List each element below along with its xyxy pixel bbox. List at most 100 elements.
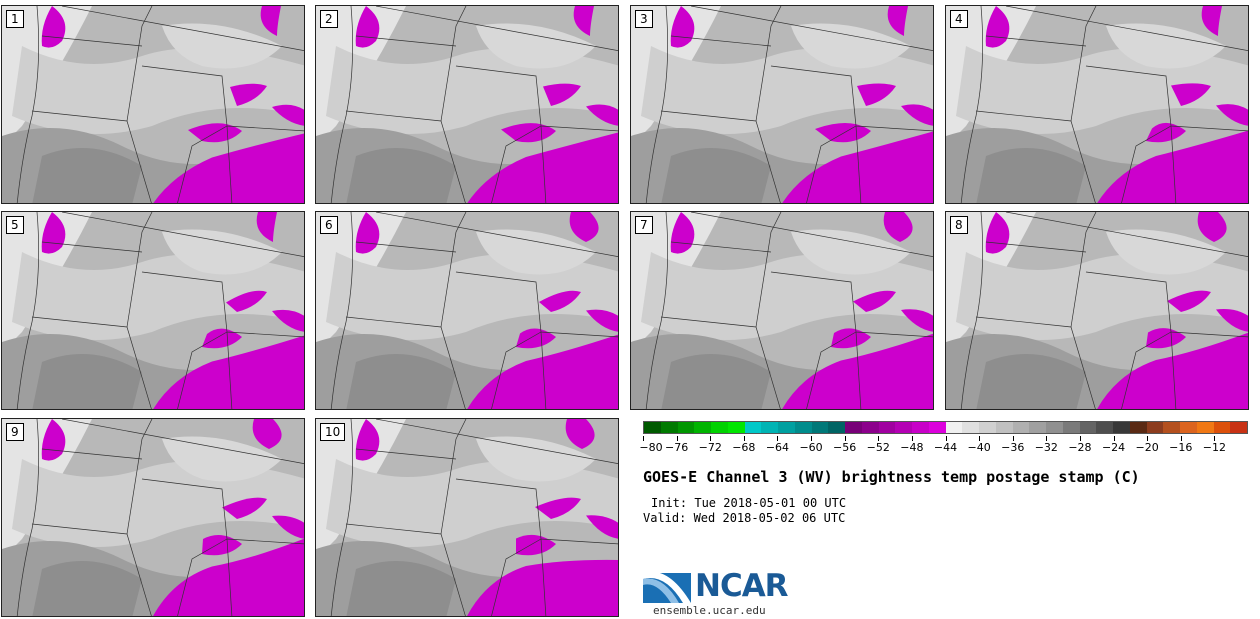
colorbar-segment xyxy=(1129,422,1147,433)
postage-stamp-panel: 9 xyxy=(1,418,305,617)
colorbar-segment xyxy=(1012,422,1030,433)
colorbar-tick-mark xyxy=(945,436,947,441)
colorbar-segment xyxy=(660,422,678,433)
panel-number: 6 xyxy=(320,216,338,234)
ncar-swoosh-icon xyxy=(643,571,691,603)
colorbar-tick-mark xyxy=(777,436,779,441)
colorbar xyxy=(643,421,1248,434)
colorbar-tick-label: −40 xyxy=(967,441,991,454)
panel-number: 1 xyxy=(6,10,24,28)
colorbar-segment xyxy=(694,422,711,433)
colorbar-tick-mark xyxy=(1079,436,1081,441)
colorbar-tick-mark xyxy=(743,436,745,441)
colorbar-tick-label: −68 xyxy=(732,441,756,454)
panel-number: 7 xyxy=(635,216,653,234)
colorbar-tick-label: −28 xyxy=(1068,441,1092,454)
colorbar-tick-label: −32 xyxy=(1034,441,1058,454)
postage-stamp-panel: 1 xyxy=(1,5,305,204)
colorbar-tick-label: −24 xyxy=(1101,441,1126,454)
colorbar-tick-mark xyxy=(811,436,813,441)
colorbar-segment xyxy=(1096,422,1113,433)
colorbar-tick-label: −80 xyxy=(639,441,663,454)
colorbar-segment xyxy=(1230,422,1247,433)
colorbar-tick-label: −64 xyxy=(765,441,790,454)
panel-number: 4 xyxy=(950,10,968,28)
colorbar-tick-mark xyxy=(844,436,846,441)
colorbar-segment xyxy=(711,422,728,433)
colorbar-tick-mark xyxy=(1147,436,1149,441)
colorbar-tick-label: −36 xyxy=(1001,441,1025,454)
colorbar-tick-label: −76 xyxy=(665,441,689,454)
colorbar-tick-label: −60 xyxy=(799,441,823,454)
colorbar-tick-label: −56 xyxy=(833,441,857,454)
postage-stamp-panel: 7 xyxy=(630,211,934,410)
colorbar-segment xyxy=(1180,422,1197,433)
colorbar-segment xyxy=(1029,422,1046,433)
wv-map xyxy=(316,6,618,203)
colorbar-segment xyxy=(979,422,996,433)
colorbar-segment xyxy=(962,422,979,433)
colorbar-tick-mark xyxy=(643,436,644,441)
colorbar-tick-mark xyxy=(710,436,712,441)
wv-map xyxy=(631,6,933,203)
colorbar-tick-label: −44 xyxy=(933,441,958,454)
colorbar-segment xyxy=(1062,422,1080,433)
colorbar-segment xyxy=(778,422,795,433)
panel-number: 3 xyxy=(635,10,653,28)
colorbar-segment xyxy=(1079,422,1097,433)
colorbar-tick-mark xyxy=(1180,436,1182,441)
wv-map xyxy=(2,212,304,409)
wv-map xyxy=(2,419,304,616)
ncar-logo: NCAR xyxy=(643,563,793,605)
postage-stamp-panel: 2 xyxy=(315,5,619,204)
init-time: Init: Tue 2018-05-01 00 UTC xyxy=(651,496,847,510)
colorbar-segment xyxy=(912,422,929,433)
colorbar-tick-mark xyxy=(676,436,678,441)
postage-stamp-panel: 6 xyxy=(315,211,619,410)
ncar-logo-text: NCAR xyxy=(695,568,789,604)
colorbar-tick-label: −72 xyxy=(698,441,722,454)
wv-map xyxy=(316,419,618,616)
colorbar-segment xyxy=(845,422,862,433)
colorbar-tick-label: −20 xyxy=(1135,441,1159,454)
colorbar-segment xyxy=(1213,422,1231,433)
colorbar-segment xyxy=(878,422,896,433)
colorbar-ticks: −80 −76 −72 −68 −64 −60 −56 −52 −48 −44 −40 −36 −32−… xyxy=(639,436,1248,460)
colorbar-segment xyxy=(945,422,963,433)
colorbar-tick-mark xyxy=(1012,436,1014,441)
ensemble-url: ensemble.ucar.edu xyxy=(653,604,766,617)
colorbar-tick-mark xyxy=(1113,436,1115,441)
colorbar-tick-mark xyxy=(1214,436,1216,441)
postage-stamp-panel: 8 xyxy=(945,211,1249,410)
postage-stamp-panel: 4 xyxy=(945,5,1249,204)
colorbar-segment xyxy=(644,422,661,433)
colorbar-segment xyxy=(828,422,845,433)
colorbar-tick-mark xyxy=(911,436,913,441)
panel-number: 10 xyxy=(320,423,346,441)
colorbar-tick-mark xyxy=(979,436,981,441)
colorbar-segment xyxy=(727,422,745,433)
colorbar-segment xyxy=(861,422,879,433)
colorbar-segment xyxy=(1113,422,1130,433)
wv-map xyxy=(2,6,304,203)
wv-map xyxy=(946,6,1248,203)
colorbar-tick-mark xyxy=(878,436,880,441)
wv-map xyxy=(946,212,1248,409)
colorbar-segment xyxy=(761,422,778,433)
colorbar-tick-mark xyxy=(1046,436,1048,441)
colorbar-tick-label: −16 xyxy=(1169,441,1193,454)
wv-map xyxy=(631,212,933,409)
panel-number: 5 xyxy=(6,216,24,234)
panel-number: 2 xyxy=(320,10,338,28)
postage-stamp-panel: 10 xyxy=(315,418,619,617)
colorbar-segment xyxy=(1163,422,1180,433)
colorbar-segment xyxy=(928,422,946,433)
colorbar-segment xyxy=(1146,422,1164,433)
panel-number: 9 xyxy=(6,423,24,441)
wv-map xyxy=(316,212,618,409)
valid-time: Valid: Wed 2018-05-02 06 UTC xyxy=(643,511,846,525)
colorbar-segment xyxy=(895,422,912,433)
colorbar-segment xyxy=(1196,422,1214,433)
postage-stamp-panel: 5 xyxy=(1,211,305,410)
colorbar-segment xyxy=(811,422,829,433)
